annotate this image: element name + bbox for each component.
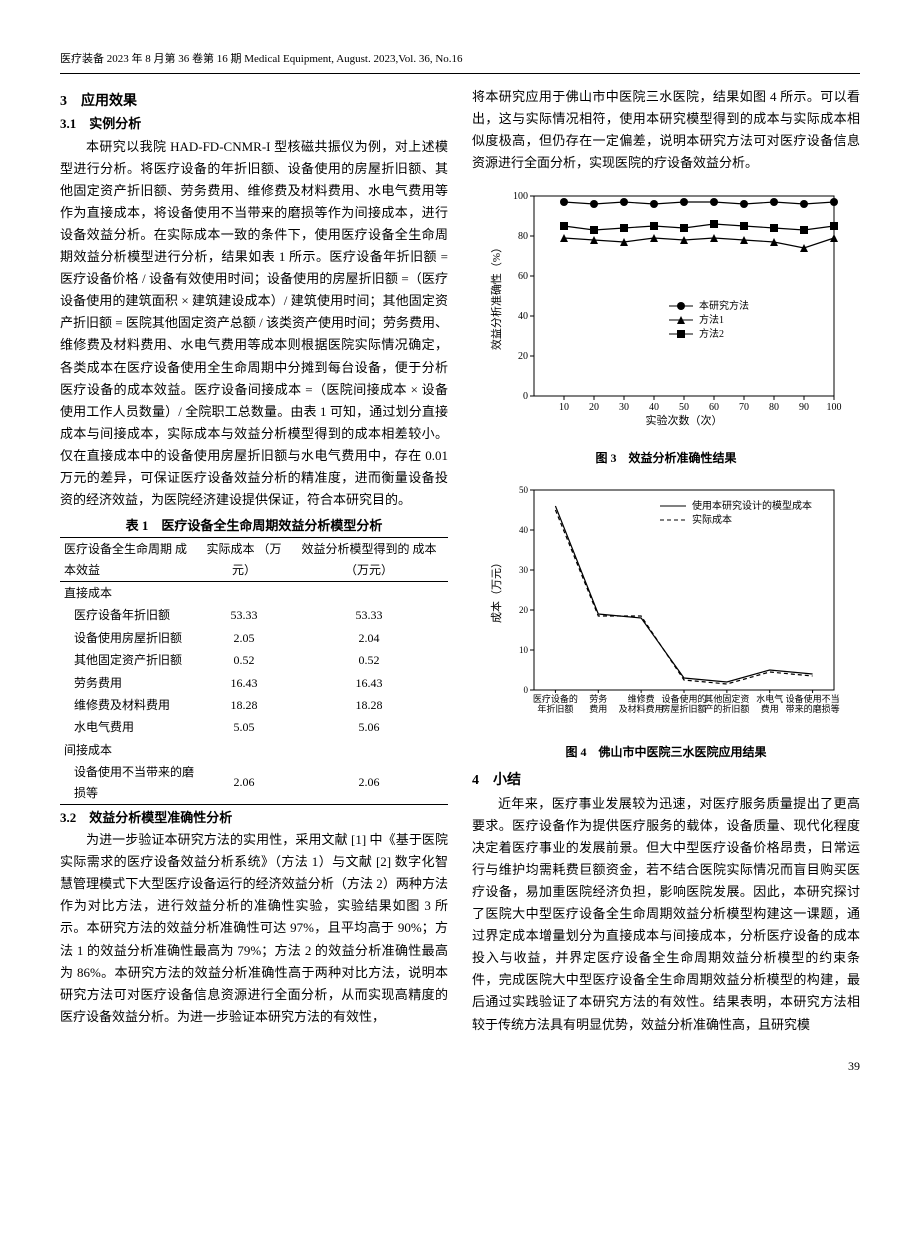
section-3-1-heading: 3.1 实例分析 [60, 113, 448, 135]
table-row: 设备使用房屋折旧额2.052.04 [60, 627, 448, 649]
svg-text:方法2: 方法2 [699, 327, 724, 340]
two-column-layout: 3 应用效果 3.1 实例分析 本研究以我院 HAD-FD-CNMR-I 型核磁… [60, 86, 860, 1036]
svg-text:0: 0 [524, 685, 529, 695]
figure-4-caption: 图 4 佛山市中医院三水医院应用结果 [472, 742, 860, 762]
svg-text:0: 0 [523, 391, 528, 402]
figure-3-chart: 0 20 40 60 80 100 10 20 30 40 50 60 70 80 90 100 实验次数（次）… [486, 184, 846, 444]
svg-text:及材料费用: 及材料费用 [619, 703, 664, 714]
svg-text:房屋折旧额: 房屋折旧额 [661, 703, 706, 714]
svg-text:年折旧额: 年折旧额 [537, 703, 573, 714]
table-row: 维修费及材料费用18.2818.28 [60, 694, 448, 716]
table-row: 水电气费用5.055.06 [60, 716, 448, 738]
svg-text:10: 10 [519, 645, 529, 655]
svg-text:费用: 费用 [761, 703, 779, 714]
svg-text:60: 60 [518, 271, 528, 282]
figure-4-chart: 01020304050成本（万元）医疗设备的年折旧额劳务费用维修费及材料费用设备… [486, 478, 846, 738]
table-row: 劳务费用16.4316.43 [60, 672, 448, 694]
page-number: 39 [60, 1056, 860, 1076]
table-1: 医疗设备全生命周期 成本效益 实际成本 （万元） 效益分析模型得到的 成本（万元… [60, 537, 448, 805]
svg-text:30: 30 [519, 565, 529, 575]
svg-text:本研究方法: 本研究方法 [699, 299, 749, 312]
svg-text:10: 10 [559, 402, 569, 413]
svg-text:费用: 费用 [589, 703, 607, 714]
table-row: 其他固定资产折旧额0.520.52 [60, 649, 448, 671]
svg-text:20: 20 [518, 351, 528, 362]
svg-text:水电气: 水电气 [756, 693, 783, 704]
svg-text:方法1: 方法1 [699, 313, 724, 326]
svg-text:成本（万元）: 成本（万元） [489, 557, 503, 623]
figure-4: 01020304050成本（万元）医疗设备的年折旧额劳务费用维修费及材料费用设备… [472, 478, 860, 762]
svg-text:20: 20 [519, 605, 529, 615]
right-column: 将本研究应用于佛山市中医院三水医院，结果如图 4 所示。可以看出，这与实际情况相… [472, 86, 860, 1036]
section-3-1-body: 本研究以我院 HAD-FD-CNMR-I 型核磁共振仪为例，对上述模型进行分析。… [60, 136, 448, 512]
table-row: 间接成本 [60, 739, 448, 761]
svg-text:设备使用不当: 设备使用不当 [786, 693, 840, 704]
svg-text:效益分析准确性（%）: 效益分析准确性（%） [489, 242, 503, 350]
svg-text:实际成本: 实际成本 [692, 513, 732, 526]
figure-3-caption: 图 3 效益分析准确性结果 [472, 448, 860, 468]
section-3-heading: 3 应用效果 [60, 90, 448, 114]
svg-text:90: 90 [799, 402, 809, 413]
svg-text:50: 50 [519, 485, 529, 495]
svg-text:40: 40 [519, 525, 529, 535]
svg-text:30: 30 [619, 402, 629, 413]
table-header: 实际成本 （万元） [198, 538, 290, 582]
svg-text:设备使用的: 设备使用的 [661, 693, 706, 704]
svg-text:实验次数（次）: 实验次数（次） [646, 413, 723, 427]
table-row: 医疗设备全生命周期 成本效益 实际成本 （万元） 效益分析模型得到的 成本（万元… [60, 538, 448, 582]
table-header: 医疗设备全生命周期 成本效益 [60, 538, 198, 582]
svg-text:80: 80 [769, 402, 779, 413]
table-row: 医疗设备年折旧额53.3353.33 [60, 604, 448, 626]
left-column: 3 应用效果 3.1 实例分析 本研究以我院 HAD-FD-CNMR-I 型核磁… [60, 86, 448, 1036]
right-continuation: 将本研究应用于佛山市中医院三水医院，结果如图 4 所示。可以看出，这与实际情况相… [472, 86, 860, 174]
svg-text:100: 100 [827, 402, 842, 413]
figure-3: 0 20 40 60 80 100 10 20 30 40 50 60 70 80 90 100 实验次数（次）… [472, 184, 860, 468]
svg-text:40: 40 [649, 402, 659, 413]
svg-text:其他固定资: 其他固定资 [704, 693, 749, 704]
svg-text:20: 20 [589, 402, 599, 413]
svg-text:70: 70 [739, 402, 749, 413]
section-3-2-body: 为进一步验证本研究方法的实用性，采用文献 [1] 中《基于医院实际需求的医疗设备… [60, 829, 448, 1028]
svg-text:100: 100 [513, 191, 528, 202]
table-1-caption: 表 1 医疗设备全生命周期效益分析模型分析 [60, 515, 448, 537]
svg-text:50: 50 [679, 402, 689, 413]
table-row: 设备使用不当带来的磨损等2.062.06 [60, 761, 448, 804]
svg-text:使用本研究设计的模型成本: 使用本研究设计的模型成本 [692, 499, 812, 512]
svg-text:医疗设备的: 医疗设备的 [533, 693, 578, 704]
section-4-body: 近年来，医疗事业发展较为迅速，对医疗服务质量提出了更高要求。医疗设备作为提供医疗… [472, 793, 860, 1036]
svg-text:40: 40 [518, 311, 528, 322]
svg-text:60: 60 [709, 402, 719, 413]
svg-text:维修费: 维修费 [628, 693, 655, 704]
section-3-2-heading: 3.2 效益分析模型准确性分析 [60, 807, 448, 829]
section-4-heading: 4 小结 [472, 769, 860, 793]
table-row: 直接成本 [60, 582, 448, 605]
running-header: 医疗装备 2023 年 8 月第 36 卷第 16 期 Medical Equi… [60, 50, 860, 74]
svg-text:带来的磨损等: 带来的磨损等 [786, 703, 840, 714]
table-header: 效益分析模型得到的 成本（万元） [290, 538, 448, 582]
svg-text:80: 80 [518, 231, 528, 242]
svg-text:劳务: 劳务 [589, 693, 607, 704]
svg-text:产的折旧额: 产的折旧额 [704, 703, 749, 714]
